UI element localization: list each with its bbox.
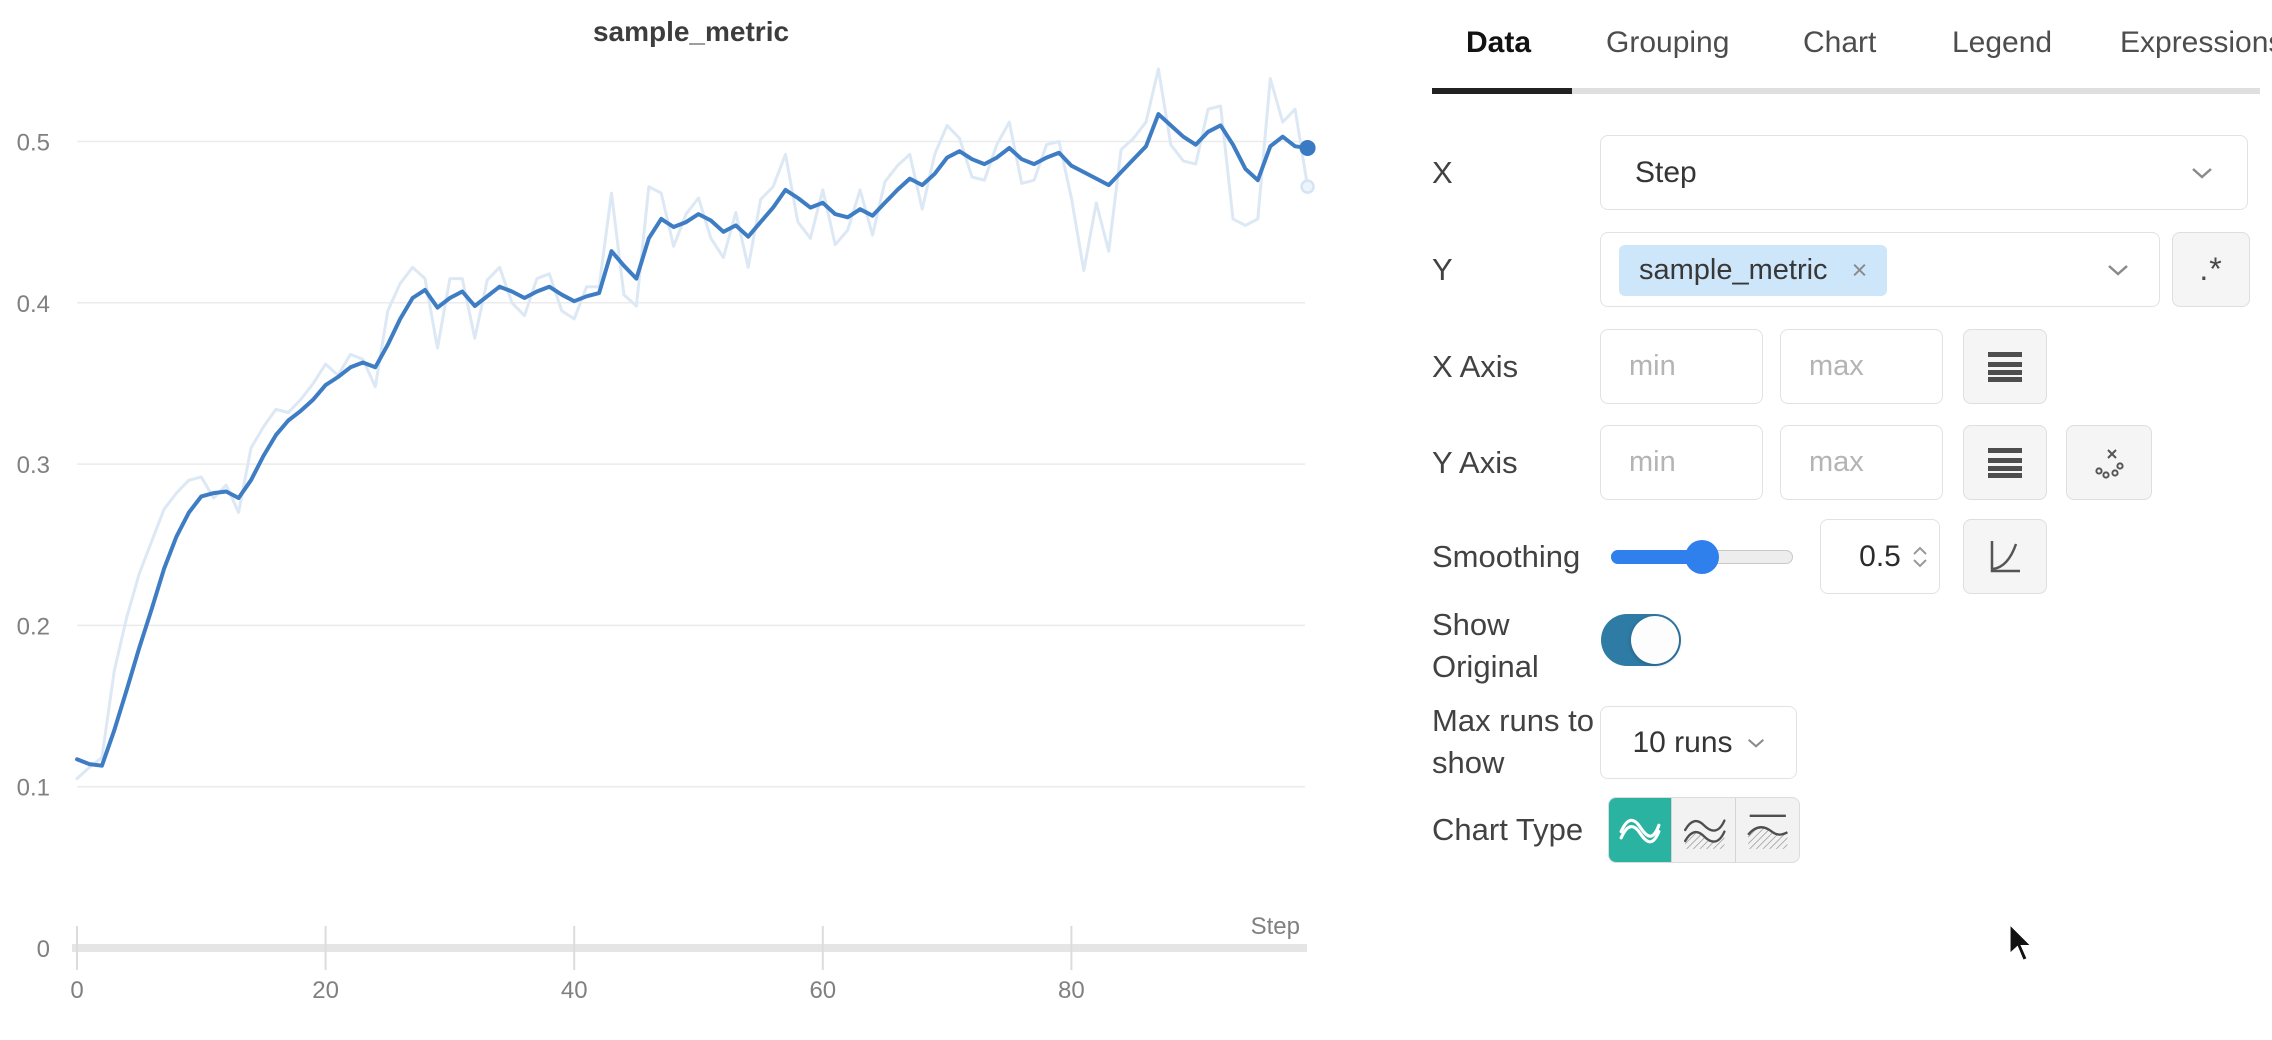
max-runs-value: 10 runs — [1632, 725, 1733, 759]
y-tick-label: 0.3 — [17, 452, 50, 479]
tab-grouping[interactable]: Grouping — [1606, 26, 1730, 59]
tab-underline-active — [1432, 88, 1572, 94]
tab-expressions[interactable]: Expressions — [2120, 26, 2272, 59]
tab-legend[interactable]: Legend — [1952, 26, 2053, 59]
y-axis-row-label: Y Axis — [1432, 444, 1518, 480]
y-tick-label: 0.2 — [17, 613, 50, 640]
show-original-toggle[interactable] — [1601, 614, 1681, 666]
x-tick-label: 60 — [809, 977, 836, 1004]
smoothing-slider-fill — [1611, 550, 1702, 564]
metric-chart-plot[interactable]: 0 0.1 0.2 0.3 0.4 0.5 0 20 40 60 80 Step — [0, 0, 1410, 1040]
chart-type-line-button[interactable] — [1609, 798, 1673, 862]
y-axis-min-input[interactable] — [1600, 425, 1763, 500]
x-metric-select[interactable]: Step — [1600, 135, 2248, 210]
chevron-up-icon — [1913, 546, 1927, 555]
chevron-down-icon — [1913, 558, 1927, 567]
chevron-down-icon — [2192, 167, 2212, 179]
max-runs-label: Max runs to show — [1432, 703, 1594, 780]
y-tick-label: 0 — [37, 936, 50, 963]
smoothing-row-label: Smoothing — [1432, 538, 1581, 574]
chart-title: sample_metric — [592, 16, 790, 47]
selected-metric-label: sample_metric — [1639, 254, 1828, 286]
log-scale-icon — [1988, 447, 2022, 478]
x-axis-min-input[interactable] — [1600, 329, 1763, 404]
x-row-label: X — [1432, 154, 1453, 190]
y-tick-label: 0.1 — [17, 775, 50, 802]
x-tick-label: 20 — [312, 977, 339, 1004]
chart-type-minmax-button[interactable] — [1736, 798, 1799, 862]
x-axis-max-field-wrap — [1780, 329, 1943, 404]
smoothing-value: 0.5 — [1859, 539, 1901, 573]
x-axis-log-scale-button[interactable] — [1963, 329, 2047, 404]
series-end-dot — [1299, 139, 1316, 156]
x-metric-select-value: Step — [1635, 155, 1697, 189]
smoothed-line — [75, 112, 1310, 768]
y-axis-min-field-wrap — [1600, 425, 1763, 500]
x-tick-label: 40 — [561, 977, 588, 1004]
show-original-label: Show Original — [1432, 607, 1539, 684]
y-tick-label: 0.4 — [17, 291, 50, 318]
log-scale-icon — [1988, 351, 2022, 382]
chart-type-group — [1608, 797, 1800, 863]
chart-type-area-button[interactable] — [1672, 798, 1736, 862]
x-axis-min-field-wrap — [1600, 329, 1763, 404]
chevron-down-icon — [2108, 264, 2128, 276]
max-runs-dropdown[interactable]: 10 runs — [1600, 706, 1797, 779]
x-axis-row-label: X Axis — [1432, 348, 1519, 384]
chevron-down-icon — [1747, 738, 1764, 748]
area-plot-icon — [1683, 819, 1726, 849]
x-tick-label: 80 — [1058, 977, 1085, 1004]
ignore-outliers-icon — [2095, 448, 2124, 479]
ignore-outliers-button[interactable] — [2066, 425, 2152, 500]
x-axis-max-input[interactable] — [1780, 329, 1943, 404]
tab-data[interactable]: Data — [1466, 26, 1532, 59]
x-axis-title: Step — [1251, 913, 1300, 940]
remove-metric-icon[interactable]: × — [1851, 255, 1868, 285]
y-axis-max-input[interactable] — [1780, 425, 1943, 500]
x-axis-line — [72, 944, 1307, 952]
line-plot-icon — [1619, 818, 1661, 844]
mouse-cursor — [2008, 922, 2035, 963]
y-row-label: Y — [1432, 251, 1453, 287]
smoothing-value-field[interactable]: 0.5 — [1820, 519, 1940, 594]
y-axis-log-scale-button[interactable] — [1963, 425, 2047, 500]
tab-chart[interactable]: Chart — [1803, 26, 1877, 59]
series-end-dot-raw — [1300, 179, 1315, 194]
smoothing-curve-icon — [1990, 540, 2020, 572]
minmax-plot-icon — [1747, 814, 1789, 849]
selected-metric-tag: sample_metric × — [1619, 245, 1888, 296]
y-metric-select[interactable]: sample_metric × — [1600, 232, 2160, 307]
regex-icon: .* — [2199, 251, 2223, 287]
smoothing-type-button[interactable] — [1963, 519, 2047, 594]
regex-toggle-button[interactable]: .* — [2172, 232, 2250, 307]
y-tick-label: 0.5 — [17, 130, 50, 157]
smoothing-slider-thumb[interactable] — [1685, 540, 1719, 574]
toggle-knob — [1631, 616, 1679, 664]
smoothing-stepper[interactable] — [1913, 520, 1927, 593]
y-axis-max-field-wrap — [1780, 425, 1943, 500]
chart-type-label: Chart Type — [1432, 812, 1584, 847]
original-line — [75, 67, 1310, 781]
tab-underline-track — [1432, 88, 2260, 94]
x-tick-label: 0 — [70, 977, 83, 1004]
